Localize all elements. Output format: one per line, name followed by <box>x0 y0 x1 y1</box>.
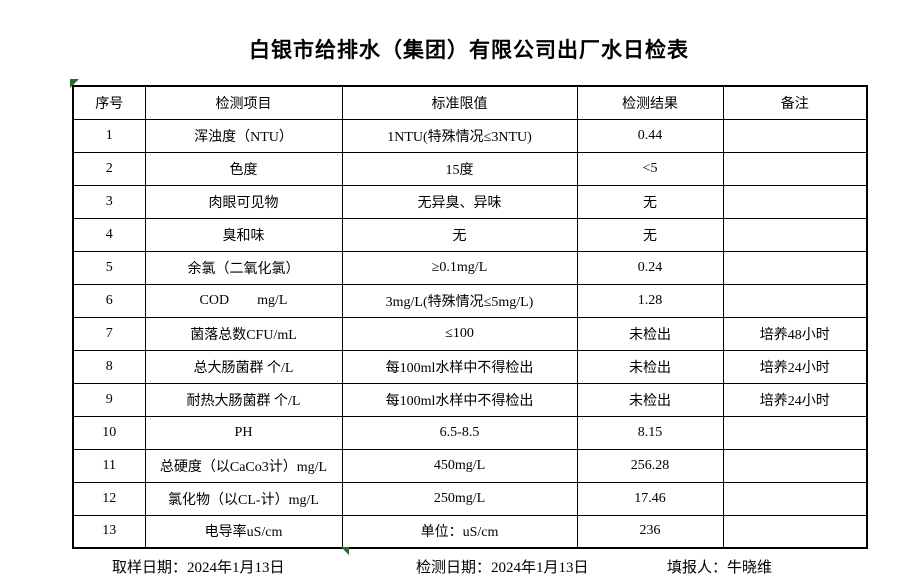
table-row: 10 PH 6.5-8.5 8.15 <box>72 415 868 450</box>
cell-item: 余氯（二氧化氯） <box>144 250 343 285</box>
cell-limit: 3mg/L(特殊情况≤5mg/L) <box>341 283 578 318</box>
cell-remark <box>722 481 868 516</box>
footer-reporter: 填报人：牛晓维 <box>667 560 773 576</box>
cell-no: 2 <box>72 151 146 186</box>
cell-remark <box>722 283 868 318</box>
table-header-row: 序号 检测项目 标准限值 检测结果 备注 <box>72 85 868 120</box>
cell-limit: 450mg/L <box>341 448 578 483</box>
header-limit: 标准限值 <box>341 85 578 120</box>
table-row: 13 电导率uS/cm 单位：uS/cm 236 <box>72 514 868 549</box>
header-result: 检测结果 <box>576 85 724 120</box>
table-row: 8 总大肠菌群 个/L 每100ml水样中不得检出 未检出 培养24小时 <box>72 349 868 384</box>
cell-no: 10 <box>72 415 146 450</box>
table-row: 2 色度 15度 <5 <box>72 151 868 186</box>
cell-limit: 250mg/L <box>341 481 578 516</box>
table-row: 7 菌落总数CFU/mL ≤100 未检出 培养48小时 <box>72 316 868 351</box>
cell-remark: 培养48小时 <box>722 316 868 351</box>
cell-no: 7 <box>72 316 146 351</box>
cell-result: 0.44 <box>576 118 724 153</box>
cell-limit: 15度 <box>341 151 578 186</box>
cell-result: 236 <box>576 514 724 549</box>
cell-limit: ≤100 <box>341 316 578 351</box>
cell-limit: 1NTU(特殊情况≤3NTU) <box>341 118 578 153</box>
table-row: 3 肉眼可见物 无异臭、异味 无 <box>72 184 868 219</box>
header-no: 序号 <box>72 85 146 120</box>
cell-limit: ≥0.1mg/L <box>341 250 578 285</box>
cell-no: 5 <box>72 250 146 285</box>
cell-remark <box>722 448 868 483</box>
cell-item: 耐热大肠菌群 个/L <box>144 382 343 417</box>
cell-item: COD mg/L <box>144 283 343 318</box>
table-row: 6 COD mg/L 3mg/L(特殊情况≤5mg/L) 1.28 <box>72 283 868 318</box>
footer-sample-date: 取样日期：2024年1月13日 <box>112 560 285 576</box>
cell-remark <box>722 514 868 549</box>
cell-no: 11 <box>72 448 146 483</box>
cell-limit: 无异臭、异味 <box>341 184 578 219</box>
cell-item: PH <box>144 415 343 450</box>
cell-limit: 无 <box>341 217 578 252</box>
cell-remark <box>722 415 868 450</box>
cell-item: 氯化物（以CL-计）mg/L <box>144 481 343 516</box>
cell-item: 总硬度（以CaCo3计）mg/L <box>144 448 343 483</box>
table-row: 5 余氯（二氧化氯） ≥0.1mg/L 0.24 <box>72 250 868 285</box>
cell-result: 256.28 <box>576 448 724 483</box>
table-row: 12 氯化物（以CL-计）mg/L 250mg/L 17.46 <box>72 481 868 516</box>
cell-result: 17.46 <box>576 481 724 516</box>
cell-item: 肉眼可见物 <box>144 184 343 219</box>
header-remark: 备注 <box>722 85 868 120</box>
cell-no: 6 <box>72 283 146 318</box>
footer-test-date: 检测日期：2024年1月13日 <box>416 560 589 576</box>
cell-remark <box>722 118 868 153</box>
table-row: 11 总硬度（以CaCo3计）mg/L 450mg/L 256.28 <box>72 448 868 483</box>
water-quality-table: 序号 检测项目 标准限值 检测结果 备注 1 浑浊度（NTU） 1NTU(特殊情… <box>72 85 868 549</box>
cell-remark <box>722 184 868 219</box>
cell-item: 浑浊度（NTU） <box>144 118 343 153</box>
table-row: 9 耐热大肠菌群 个/L 每100ml水样中不得检出 未检出 培养24小时 <box>72 382 868 417</box>
table-row: 1 浑浊度（NTU） 1NTU(特殊情况≤3NTU) 0.44 <box>72 118 868 153</box>
cell-result: 未检出 <box>576 382 724 417</box>
cell-limit: 每100ml水样中不得检出 <box>341 349 578 384</box>
cell-no: 9 <box>72 382 146 417</box>
cell-result: 未检出 <box>576 316 724 351</box>
cell-item: 色度 <box>144 151 343 186</box>
cell-limit: 每100ml水样中不得检出 <box>341 382 578 417</box>
table-row: 4 臭和味 无 无 <box>72 217 868 252</box>
cell-no: 12 <box>72 481 146 516</box>
cell-item: 电导率uS/cm <box>144 514 343 549</box>
cell-remark <box>722 217 868 252</box>
cell-no: 4 <box>72 217 146 252</box>
cell-result: 未检出 <box>576 349 724 384</box>
cell-limit: 6.5-8.5 <box>341 415 578 450</box>
cell-no: 1 <box>72 118 146 153</box>
cell-remark <box>722 151 868 186</box>
cell-no: 13 <box>72 514 146 549</box>
cell-item: 菌落总数CFU/mL <box>144 316 343 351</box>
cell-remark <box>722 250 868 285</box>
header-item: 检测项目 <box>144 85 343 120</box>
cell-limit: 单位：uS/cm <box>341 514 578 549</box>
cell-remark: 培养24小时 <box>722 382 868 417</box>
cell-result: 0.24 <box>576 250 724 285</box>
page-title: 白银市给排水（集团）有限公司出厂水日检表 <box>249 38 689 62</box>
cell-result: <5 <box>576 151 724 186</box>
cell-no: 3 <box>72 184 146 219</box>
cell-result: 无 <box>576 217 724 252</box>
cell-no: 8 <box>72 349 146 384</box>
cell-result: 1.28 <box>576 283 724 318</box>
cell-item: 臭和味 <box>144 217 343 252</box>
cell-item: 总大肠菌群 个/L <box>144 349 343 384</box>
cell-result: 8.15 <box>576 415 724 450</box>
table-body: 1 浑浊度（NTU） 1NTU(特殊情况≤3NTU) 0.44 2 色度 15度… <box>72 118 868 549</box>
green-bottom-triangle-icon <box>341 547 349 555</box>
cell-remark: 培养24小时 <box>722 349 868 384</box>
cell-result: 无 <box>576 184 724 219</box>
